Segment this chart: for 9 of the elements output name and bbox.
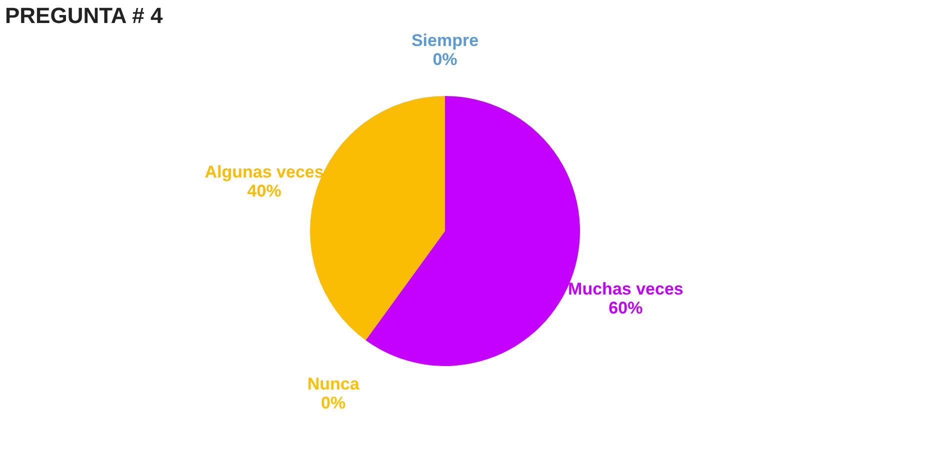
text: 0%	[321, 394, 346, 413]
data-label: 40%	[247, 181, 282, 200]
text: 0%	[432, 50, 458, 69]
data-label: 60%	[608, 298, 643, 318]
slice-label: Algunas veces	[204, 162, 324, 182]
slice-label: Muchas veces	[568, 280, 684, 299]
category-label: Siempre	[411, 31, 479, 50]
category-label: Nunca	[307, 374, 360, 394]
chart-title: PREGUNTA # 4	[5, 3, 164, 28]
